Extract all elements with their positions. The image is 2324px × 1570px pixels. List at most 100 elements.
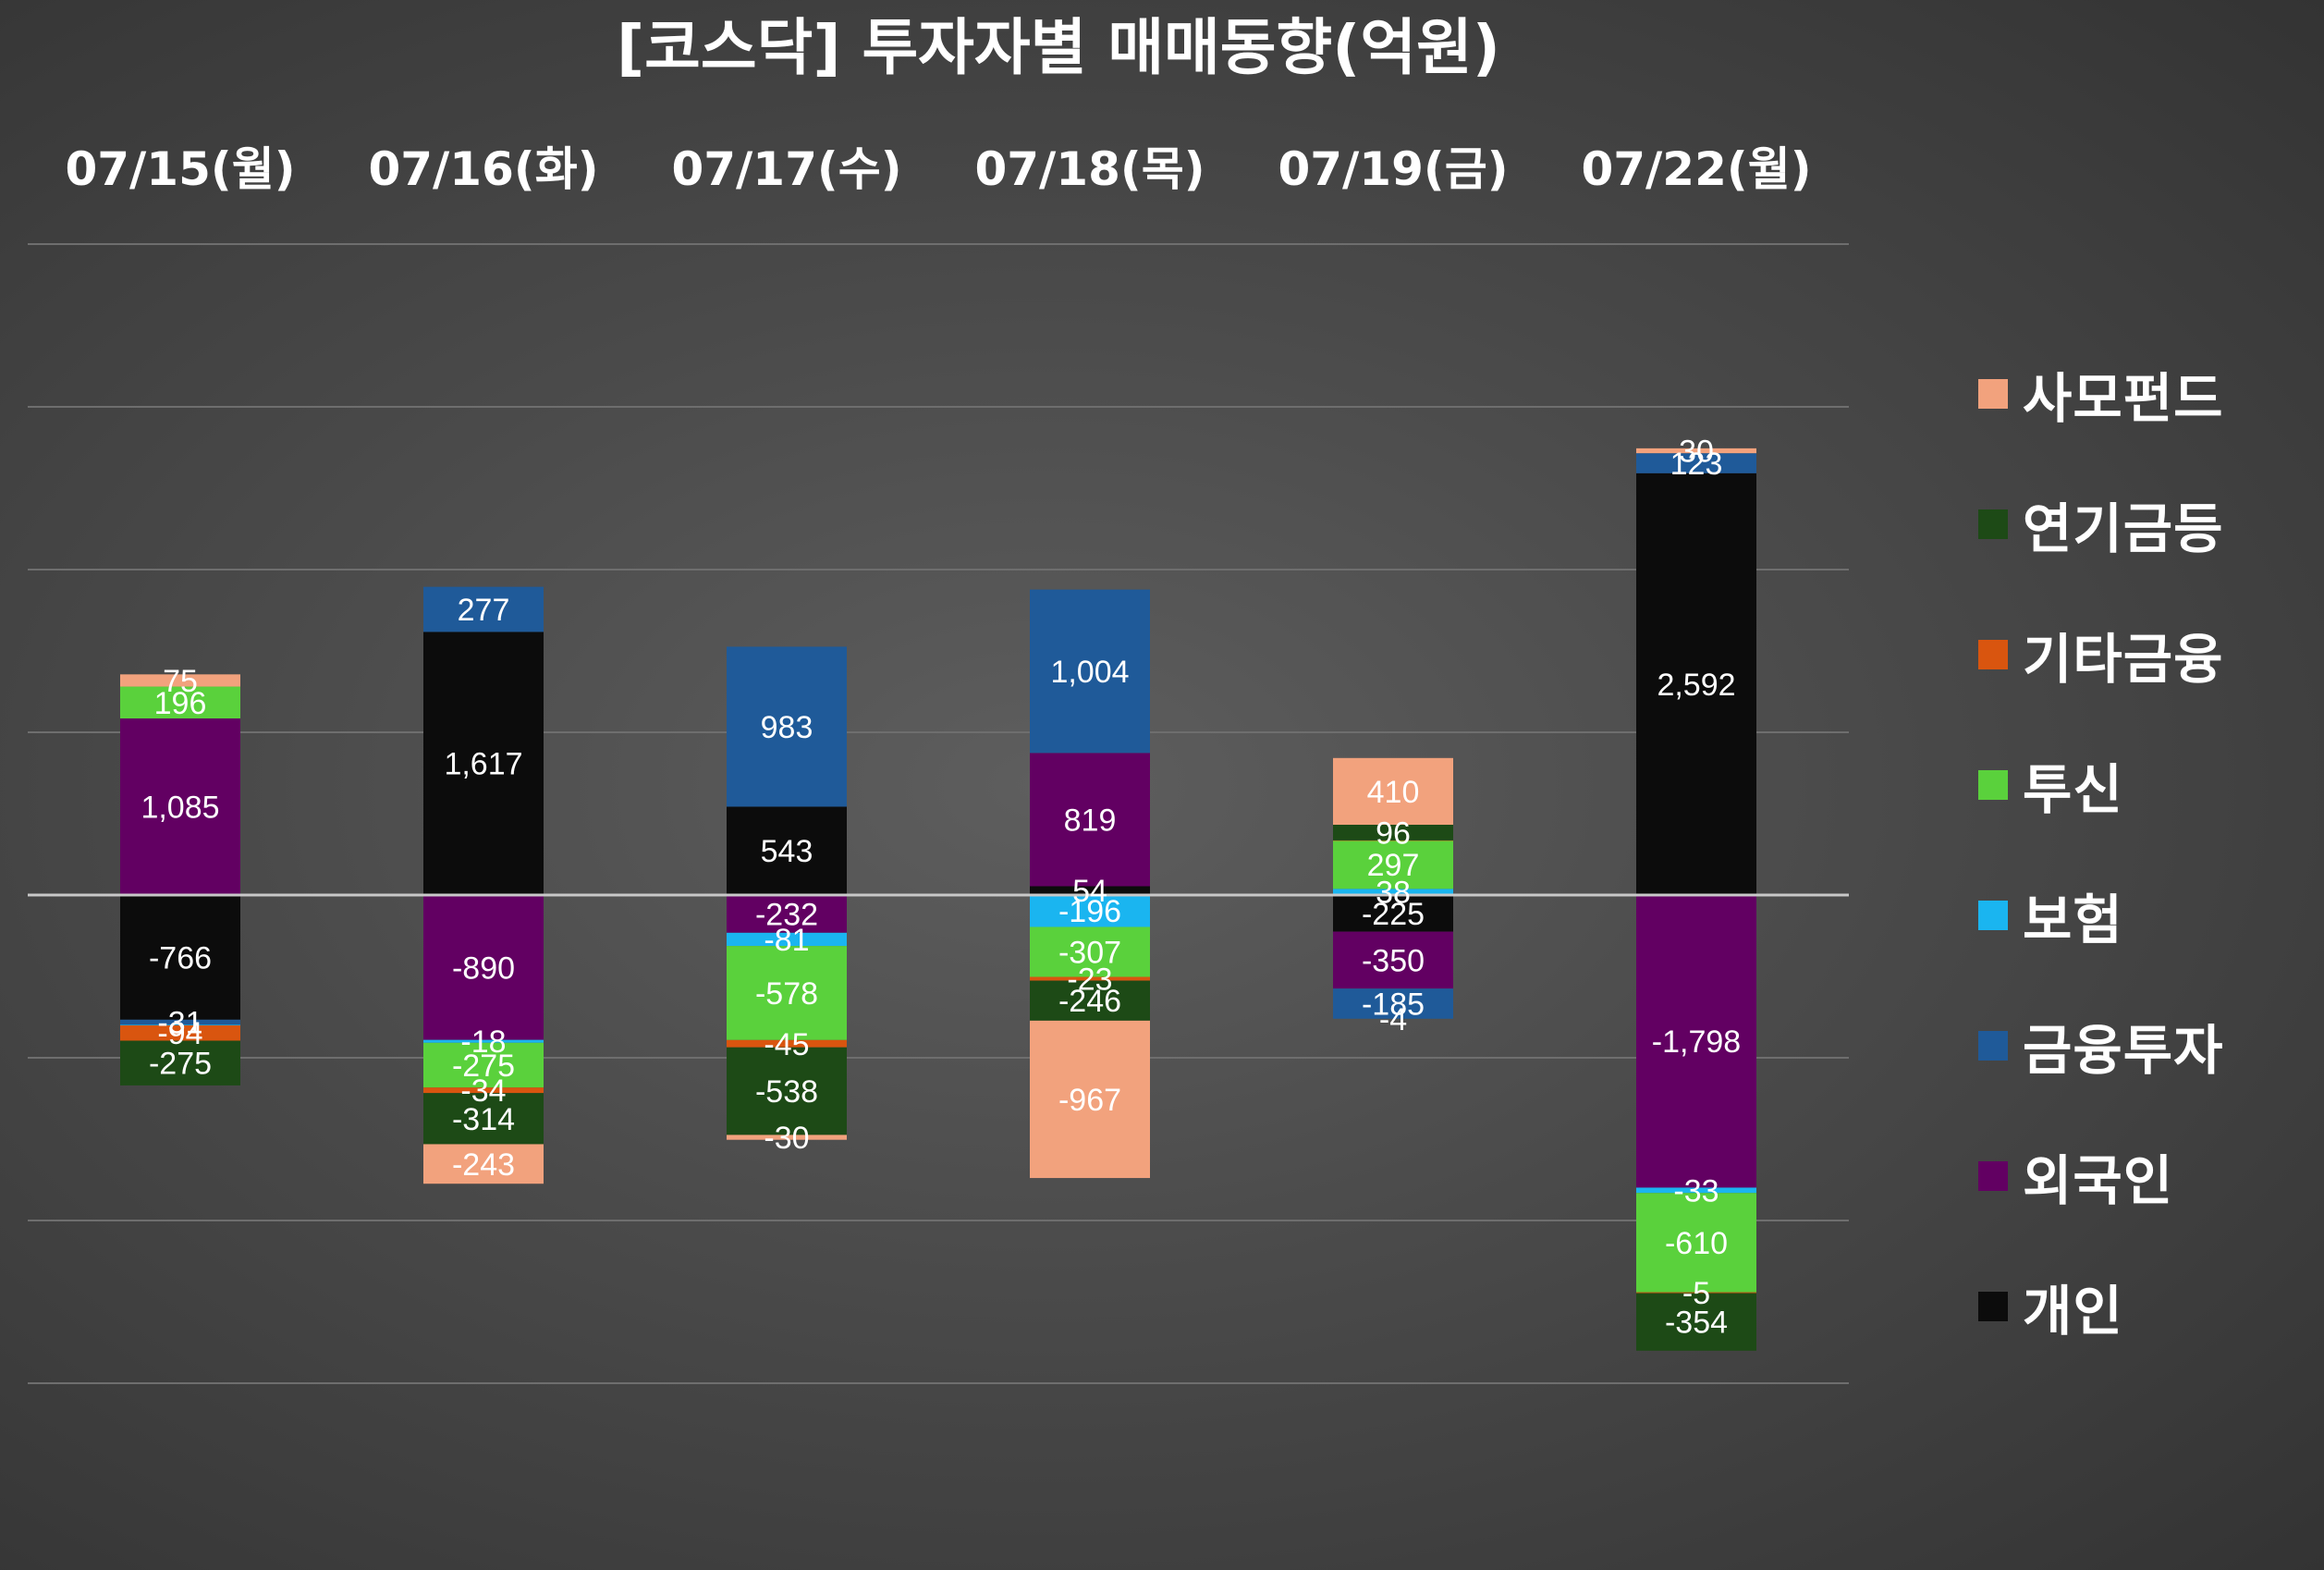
- bars: [120, 448, 1756, 1351]
- value-label: -18: [460, 1024, 506, 1060]
- bar-segment: [1636, 1293, 1756, 1351]
- bar-segment: [423, 632, 544, 895]
- bar-segment: [423, 1042, 544, 1088]
- bar-segment: [1636, 472, 1756, 895]
- category-label: 07/16(화): [368, 142, 598, 196]
- value-label: 54: [1072, 874, 1107, 909]
- bar-segment: [1636, 895, 1756, 1188]
- gridlines: [28, 243, 1849, 1384]
- bar-segment: [423, 1039, 544, 1043]
- bar-segment: [727, 932, 847, 947]
- value-label: -31: [157, 1006, 202, 1041]
- legend-swatch: [1978, 900, 2008, 930]
- bar-segment: [423, 1144, 544, 1184]
- bar-segment: [1333, 889, 1453, 895]
- value-label: -81: [764, 923, 809, 958]
- bar-segment: [1333, 988, 1453, 1019]
- bar-segment: [120, 674, 240, 687]
- legend-label: 연기금등: [2023, 497, 2224, 560]
- value-label: 38: [1376, 876, 1411, 911]
- value-label: -275: [149, 1047, 212, 1082]
- bar-segment: [120, 895, 240, 1020]
- value-label: -1,798: [1652, 1024, 1741, 1060]
- value-label: -45: [764, 1027, 809, 1062]
- value-label: 2,592: [1657, 668, 1735, 703]
- legend-item-other-finance: 기타금융: [1978, 589, 2293, 719]
- bar-segment: [727, 1047, 847, 1135]
- value-label: -314: [452, 1102, 515, 1137]
- legend-label: 외국인: [2023, 1148, 2174, 1212]
- value-label: -307: [1058, 936, 1121, 971]
- value-label: -538: [755, 1074, 818, 1110]
- value-label: -33: [1673, 1173, 1719, 1208]
- value-label: -967: [1058, 1083, 1121, 1118]
- legend-item-pension: 연기금등: [1978, 459, 2293, 589]
- legend-label: 기타금융: [2023, 627, 2224, 691]
- legend: 사모펀드 연기금등 기타금융 투신 보험 금융투자 외국인 개인: [1978, 328, 2293, 1371]
- bar-segment: [1636, 1193, 1756, 1293]
- legend-label: 보험: [2023, 888, 2123, 951]
- bar-segment: [1333, 931, 1453, 989]
- legend-swatch: [1978, 509, 2008, 539]
- category-label: 07/18(목): [974, 142, 1205, 196]
- bar-segment: [120, 1040, 240, 1086]
- legend-label: 개인: [2023, 1279, 2123, 1343]
- bar-segment: [727, 946, 847, 1040]
- legend-label: 투신: [2023, 757, 2123, 821]
- category-label: 07/15(월): [65, 142, 295, 196]
- bar-segment: [1030, 926, 1150, 977]
- bar-segment: [1333, 840, 1453, 889]
- bar-segment: [1030, 980, 1150, 1021]
- value-label: 983: [761, 710, 813, 745]
- legend-swatch: [1978, 769, 2008, 800]
- bar-segment: [1333, 757, 1453, 825]
- value-label: -4: [1379, 1002, 1407, 1037]
- value-label: -94: [157, 1016, 202, 1051]
- value-label: -766: [149, 940, 212, 975]
- bar-segment: [727, 895, 847, 933]
- bar-segment: [1030, 1020, 1150, 1179]
- legend-item-foreigner: 외국인: [1978, 1110, 2293, 1241]
- bar-segment: [423, 895, 544, 1040]
- legend-item-private-equity: 사모펀드: [1978, 328, 2293, 459]
- category-labels: 07/15(월) 07/16(화) 07/17(수) 07/18(목) 07/19(금)…: [65, 142, 1811, 196]
- bar-segment: [1636, 1187, 1756, 1194]
- value-label: 410: [1367, 775, 1420, 810]
- value-label: 297: [1367, 848, 1420, 883]
- bar-segment: [1636, 448, 1756, 454]
- legend-label: 사모펀드: [2023, 366, 2224, 430]
- bar-segment: [1030, 886, 1150, 895]
- value-label: 96: [1376, 816, 1411, 851]
- legend-item-individual: 개인: [1978, 1241, 2293, 1371]
- value-label: 30: [1679, 435, 1714, 470]
- value-label: 1,004: [1050, 655, 1129, 690]
- legend-swatch: [1978, 1160, 2008, 1191]
- value-label: -350: [1362, 943, 1425, 978]
- bar-segment: [120, 1024, 240, 1041]
- bar-segment: [727, 1039, 847, 1048]
- legend-label: 금융투자: [2023, 1018, 2224, 1082]
- value-label: -243: [452, 1147, 515, 1183]
- bar-segment: [120, 1024, 240, 1025]
- value-label: -578: [755, 976, 818, 1012]
- value-label: -30: [764, 1121, 809, 1156]
- bar-segment: [1636, 453, 1756, 473]
- value-label: 277: [458, 593, 510, 628]
- bar-segment: [120, 686, 240, 719]
- value-label: -34: [460, 1073, 506, 1109]
- value-label: 543: [761, 834, 813, 869]
- value-label: 819: [1064, 803, 1117, 838]
- value-label: 196: [154, 686, 207, 721]
- value-label: -246: [1058, 984, 1121, 1019]
- legend-swatch: [1978, 1291, 2008, 1321]
- category-label: 07/22(월): [1581, 142, 1811, 196]
- bar-segment: [120, 1019, 240, 1025]
- bar-segment: [1333, 840, 1453, 841]
- value-label: -196: [1058, 894, 1121, 929]
- category-label: 07/17(수): [671, 142, 901, 196]
- bar-segment: [727, 1135, 847, 1140]
- value-label: -354: [1665, 1306, 1728, 1341]
- bar-segment: [1333, 824, 1453, 840]
